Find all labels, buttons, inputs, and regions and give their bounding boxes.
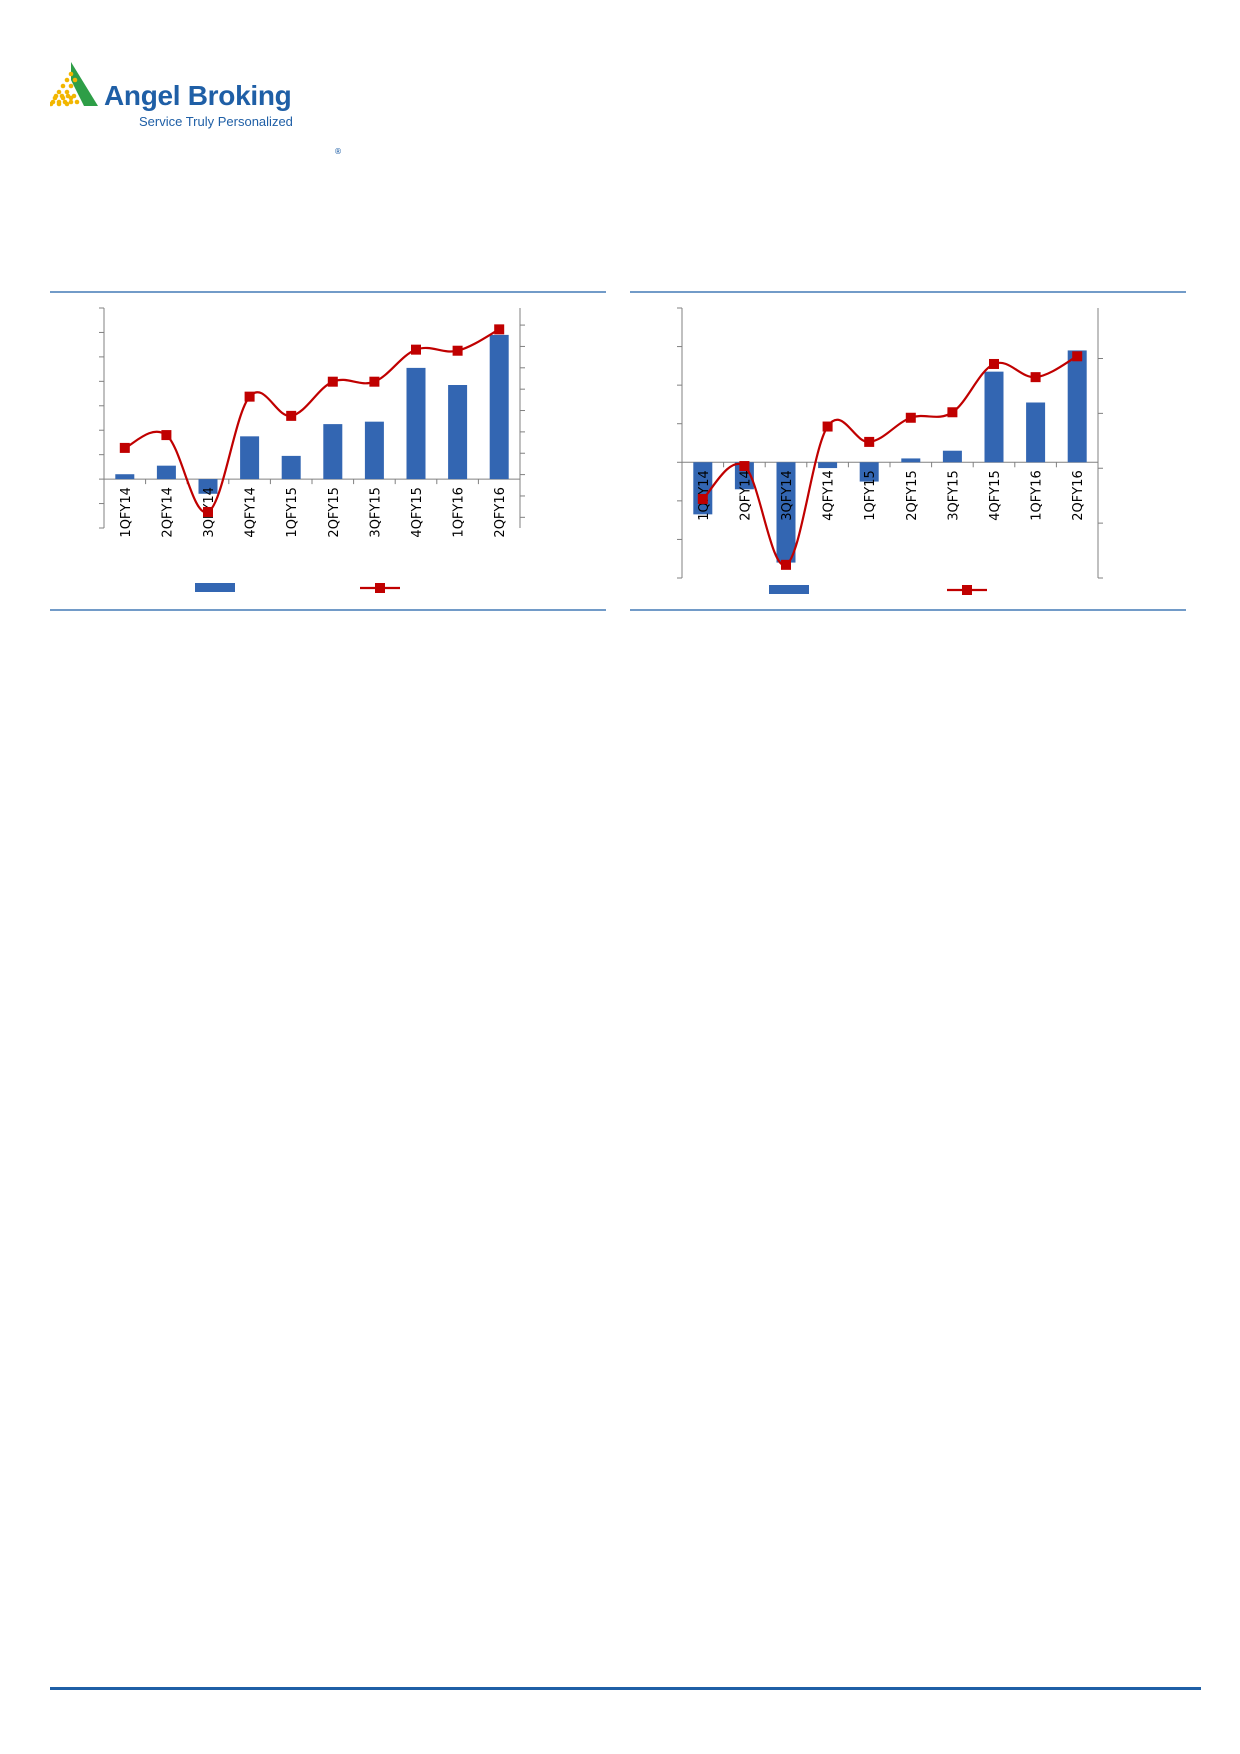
bar-2QFY16: [489, 334, 509, 480]
left-axis: [99, 307, 105, 529]
category-label: 3QFY14: [780, 470, 795, 520]
category-label: 4QFY15: [410, 487, 425, 537]
bar-3QFY14: [198, 479, 218, 494]
legend-line-marker: [375, 583, 385, 593]
brand-tagline: Service Truly Personalized: [139, 114, 293, 129]
logo-dot: [64, 77, 70, 83]
bar-3QFY15: [942, 450, 962, 463]
logo-dot: [53, 93, 59, 99]
category-label: 2QFY14: [160, 487, 175, 537]
bar-4QFY14: [240, 436, 260, 480]
right-axis: [1097, 308, 1103, 579]
line-series: [124, 328, 500, 514]
category-label: 3QFY15: [946, 470, 961, 520]
bar-2QFY15: [323, 424, 343, 480]
category-label: 2QFY15: [327, 487, 342, 537]
category-label: 2QFY15: [905, 470, 920, 520]
bar-4QFY15: [984, 371, 1004, 463]
right-axis: [519, 308, 525, 528]
brand-name: Angel Broking: [104, 80, 292, 111]
bar-4QFY15: [406, 367, 426, 480]
line-marker-2QFY15: [905, 412, 916, 423]
footer-rule: [50, 1687, 1201, 1690]
legend-line-marker: [962, 585, 972, 595]
line-marker-2QFY15: [327, 376, 338, 387]
logo-dot: [68, 71, 74, 77]
logo-dot: [65, 93, 71, 99]
chart-panel-right: 1QFY142QFY143QFY144QFY141QFY152QFY153QFY…: [630, 288, 1190, 614]
bar-1QFY15: [859, 462, 879, 482]
logo-dot: [62, 99, 68, 105]
logo-green-wedge: [71, 62, 98, 106]
logo-dot: [71, 93, 77, 99]
category-label: 1QFY14: [119, 487, 134, 537]
line-marker-3QFY15: [947, 407, 958, 418]
logo-dot: [59, 93, 65, 99]
logo-yellow-dots: [50, 71, 80, 107]
bar-3QFY14: [776, 462, 796, 563]
line-marker-4QFY14: [822, 421, 833, 432]
line-marker-4QFY15: [411, 344, 421, 355]
line-marker-4QFY15: [989, 358, 999, 369]
logo-dot: [74, 99, 80, 105]
combo-chart-right: 1QFY142QFY143QFY144QFY141QFY152QFY153QFY…: [630, 291, 1186, 611]
line-marker-1QFY14: [697, 493, 708, 504]
combo-chart-left: 1QFY142QFY143QFY144QFY141QFY152QFY153QFY…: [50, 291, 606, 611]
legend-bar-key: [195, 583, 235, 592]
line-marker-2QFY16: [1072, 351, 1083, 362]
line-marker-3QFY15: [369, 376, 380, 387]
logo-dot: [56, 99, 62, 105]
chart-panel-left: 1QFY142QFY143QFY144QFY141QFY152QFY153QFY…: [50, 288, 610, 614]
bar-4QFY14: [818, 462, 838, 469]
line-marker-2QFY16: [494, 324, 505, 335]
category-label: 2QFY16: [1071, 470, 1086, 520]
logo-dot: [68, 99, 74, 105]
line-marker-2QFY14: [161, 430, 172, 441]
bar-1QFY14: [115, 474, 135, 480]
left-axis: [677, 307, 683, 579]
category-label: 2QFY14: [738, 470, 753, 520]
category-label: 4QFY14: [822, 470, 837, 520]
bar-1QFY15: [281, 455, 301, 480]
category-axis: [103, 478, 521, 485]
line-marker-2QFY14: [739, 461, 750, 472]
line-series: [702, 355, 1078, 566]
line-marker-4QFY14: [244, 391, 255, 402]
angel-pyramid-icon: [50, 62, 98, 107]
bar-3QFY15: [364, 421, 384, 480]
category-label: 1QFY16: [1030, 470, 1045, 520]
bar-2QFY14: [156, 465, 176, 480]
logo-dot: [60, 83, 66, 89]
bar-1QFY16: [1026, 402, 1046, 463]
logo-dot: [68, 83, 74, 89]
registered-mark: ®: [334, 147, 342, 156]
category-label: 1QFY15: [863, 470, 878, 520]
line-marker-1QFY15: [286, 410, 297, 421]
category-label: 3QFY15: [368, 487, 383, 537]
bar-1QFY16: [448, 385, 468, 480]
bar-2QFY15: [901, 458, 921, 463]
legend-bar-key: [769, 585, 809, 594]
logo-dot: [56, 89, 62, 95]
category-label: 4QFY14: [244, 487, 259, 537]
logo-dot: [72, 77, 78, 83]
logo-dot: [50, 99, 56, 105]
bar-2QFY16: [1067, 350, 1087, 463]
category-label: 2QFY16: [493, 487, 508, 537]
line-marker-1QFY14: [119, 442, 130, 453]
category-label: 1QFY15: [285, 487, 300, 537]
line-marker-1QFY15: [864, 436, 875, 447]
line-marker-3QFY14: [781, 559, 791, 570]
category-label: 4QFY15: [988, 470, 1003, 520]
category-axis: [681, 461, 1099, 468]
line-marker-1QFY16: [1030, 372, 1041, 383]
line-marker-1QFY16: [452, 345, 463, 356]
line-marker-3QFY14: [203, 506, 213, 517]
logo-dot: [64, 89, 70, 95]
brand-logo: Angel Broking ® Service Truly Personaliz…: [50, 62, 342, 156]
category-label: 1QFY16: [452, 487, 467, 537]
